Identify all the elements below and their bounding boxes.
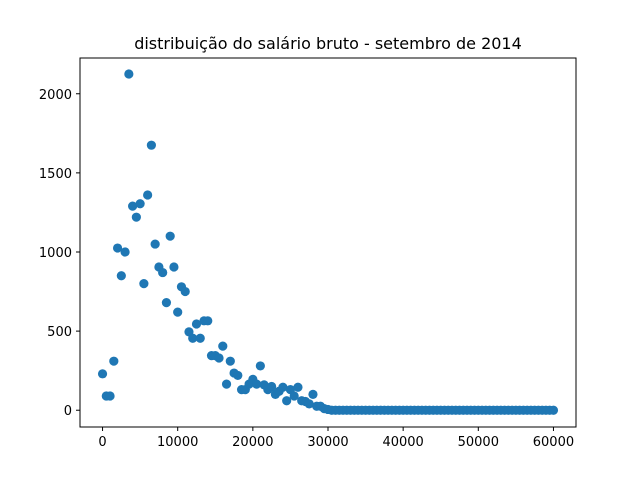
x-tick-label: 20000	[232, 435, 273, 450]
x-tick-label: 30000	[307, 435, 348, 450]
data-point	[222, 380, 231, 389]
data-point	[173, 308, 182, 317]
data-point	[120, 247, 129, 256]
data-point	[549, 406, 558, 415]
data-point	[98, 369, 107, 378]
data-point	[151, 239, 160, 248]
data-point	[105, 391, 114, 400]
data-point	[143, 190, 152, 199]
data-point	[233, 371, 242, 380]
x-tick-label: 0	[98, 435, 106, 450]
data-point	[196, 334, 205, 343]
y-tick-label: 1000	[39, 246, 72, 261]
data-point	[214, 353, 223, 362]
data-point	[256, 361, 265, 370]
chart-title: distribuição do salário bruto - setembro…	[134, 34, 522, 53]
y-tick-label: 500	[47, 325, 72, 340]
data-points	[98, 69, 558, 414]
x-axis: 0 10000 20000 30000 40000 50000 60000	[98, 427, 574, 450]
data-point	[162, 298, 171, 307]
data-point	[139, 279, 148, 288]
data-point	[147, 141, 156, 150]
data-point	[124, 69, 133, 78]
data-point	[181, 287, 190, 296]
data-point	[218, 342, 227, 351]
data-point	[109, 357, 118, 366]
y-tick-label: 0	[64, 404, 72, 419]
y-axis: 0 500 1000 1500 2000	[39, 88, 80, 419]
x-tick-label: 50000	[458, 435, 499, 450]
data-point	[308, 390, 317, 399]
x-tick-label: 60000	[533, 435, 574, 450]
y-tick-label: 2000	[39, 88, 72, 103]
data-point	[166, 232, 175, 241]
data-point	[293, 383, 302, 392]
data-point	[136, 199, 145, 208]
x-tick-label: 10000	[157, 435, 198, 450]
data-point	[203, 316, 212, 325]
data-point	[226, 357, 235, 366]
data-point	[169, 262, 178, 271]
data-point	[158, 268, 167, 277]
data-point	[132, 213, 141, 222]
y-tick-label: 1500	[39, 167, 72, 182]
data-point	[117, 271, 126, 280]
x-tick-label: 40000	[382, 435, 423, 450]
